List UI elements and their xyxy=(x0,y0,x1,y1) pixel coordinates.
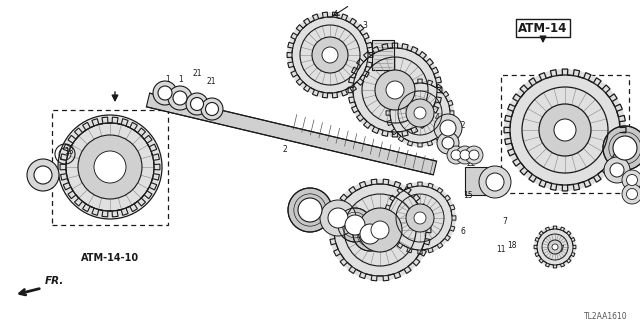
Text: FR.: FR. xyxy=(45,276,65,286)
Text: 10: 10 xyxy=(300,205,310,214)
Text: 7: 7 xyxy=(502,218,508,227)
Circle shape xyxy=(469,150,479,160)
Circle shape xyxy=(288,188,332,232)
Text: 16: 16 xyxy=(365,231,375,241)
Circle shape xyxy=(384,182,456,254)
Circle shape xyxy=(173,91,187,105)
Circle shape xyxy=(603,126,640,170)
Circle shape xyxy=(486,173,504,191)
Text: ATM-14-10: ATM-14-10 xyxy=(81,253,139,263)
Circle shape xyxy=(451,150,461,160)
Circle shape xyxy=(456,146,474,164)
Text: 22: 22 xyxy=(448,148,458,157)
Circle shape xyxy=(153,81,177,105)
Circle shape xyxy=(622,170,640,190)
Circle shape xyxy=(322,47,338,63)
Text: 14: 14 xyxy=(616,169,626,178)
Circle shape xyxy=(287,12,373,98)
Circle shape xyxy=(312,37,348,73)
Text: 22: 22 xyxy=(467,158,476,167)
Circle shape xyxy=(414,107,426,119)
Circle shape xyxy=(437,132,459,154)
Text: TL2AA1610: TL2AA1610 xyxy=(584,312,628,320)
Text: 16: 16 xyxy=(345,221,355,230)
Circle shape xyxy=(613,136,637,160)
Circle shape xyxy=(460,150,470,160)
Circle shape xyxy=(186,93,208,115)
Circle shape xyxy=(622,184,640,204)
Circle shape xyxy=(329,179,431,281)
Circle shape xyxy=(158,86,172,100)
Circle shape xyxy=(539,104,591,156)
Bar xyxy=(465,167,487,195)
Text: 5: 5 xyxy=(380,85,385,94)
Text: 20: 20 xyxy=(444,140,454,149)
Circle shape xyxy=(298,198,322,222)
Circle shape xyxy=(348,43,442,137)
Circle shape xyxy=(548,240,562,254)
Bar xyxy=(372,40,394,70)
Circle shape xyxy=(191,98,204,110)
Circle shape xyxy=(371,221,389,239)
Text: 1: 1 xyxy=(166,75,170,84)
Circle shape xyxy=(479,166,511,198)
Circle shape xyxy=(504,69,626,191)
Circle shape xyxy=(353,217,387,251)
Text: 11: 11 xyxy=(496,245,506,254)
Text: 2: 2 xyxy=(283,146,287,155)
Circle shape xyxy=(386,79,454,147)
Circle shape xyxy=(447,146,465,164)
Text: 18: 18 xyxy=(508,242,516,251)
Circle shape xyxy=(60,117,160,217)
Circle shape xyxy=(440,120,456,136)
Circle shape xyxy=(414,212,426,224)
Text: 1: 1 xyxy=(179,75,184,84)
Circle shape xyxy=(34,166,52,184)
Text: 21: 21 xyxy=(206,77,216,86)
Circle shape xyxy=(328,208,348,228)
Circle shape xyxy=(360,224,380,244)
Circle shape xyxy=(465,146,483,164)
Text: 8: 8 xyxy=(632,183,636,193)
Text: 9: 9 xyxy=(614,153,618,162)
Text: 18: 18 xyxy=(332,213,342,222)
Circle shape xyxy=(320,200,356,236)
Circle shape xyxy=(94,151,126,183)
Circle shape xyxy=(610,163,624,177)
Circle shape xyxy=(406,204,434,232)
Text: 6: 6 xyxy=(461,228,465,236)
Text: ATM-14: ATM-14 xyxy=(518,21,568,35)
Circle shape xyxy=(345,215,365,235)
Circle shape xyxy=(552,244,558,250)
Text: 22: 22 xyxy=(457,154,467,163)
Circle shape xyxy=(386,81,404,99)
Text: 17: 17 xyxy=(555,244,565,253)
Circle shape xyxy=(358,208,402,252)
Text: 3: 3 xyxy=(363,21,367,30)
Circle shape xyxy=(604,157,630,183)
Text: 4: 4 xyxy=(435,113,440,122)
Text: 12: 12 xyxy=(456,122,466,131)
Circle shape xyxy=(201,98,223,120)
Text: 15: 15 xyxy=(463,191,473,201)
Circle shape xyxy=(554,119,576,141)
Text: 21: 21 xyxy=(192,68,202,77)
Circle shape xyxy=(168,86,192,110)
Circle shape xyxy=(627,188,637,199)
Circle shape xyxy=(27,159,59,191)
Circle shape xyxy=(442,137,454,149)
Text: 13: 13 xyxy=(64,148,74,156)
Polygon shape xyxy=(147,93,436,175)
Circle shape xyxy=(406,99,434,127)
Circle shape xyxy=(58,115,162,219)
Circle shape xyxy=(338,208,372,242)
Circle shape xyxy=(205,102,218,116)
Circle shape xyxy=(78,135,142,199)
Circle shape xyxy=(627,174,637,186)
Circle shape xyxy=(534,226,576,268)
Circle shape xyxy=(375,70,415,110)
Circle shape xyxy=(434,114,462,142)
Text: 19: 19 xyxy=(37,171,47,180)
